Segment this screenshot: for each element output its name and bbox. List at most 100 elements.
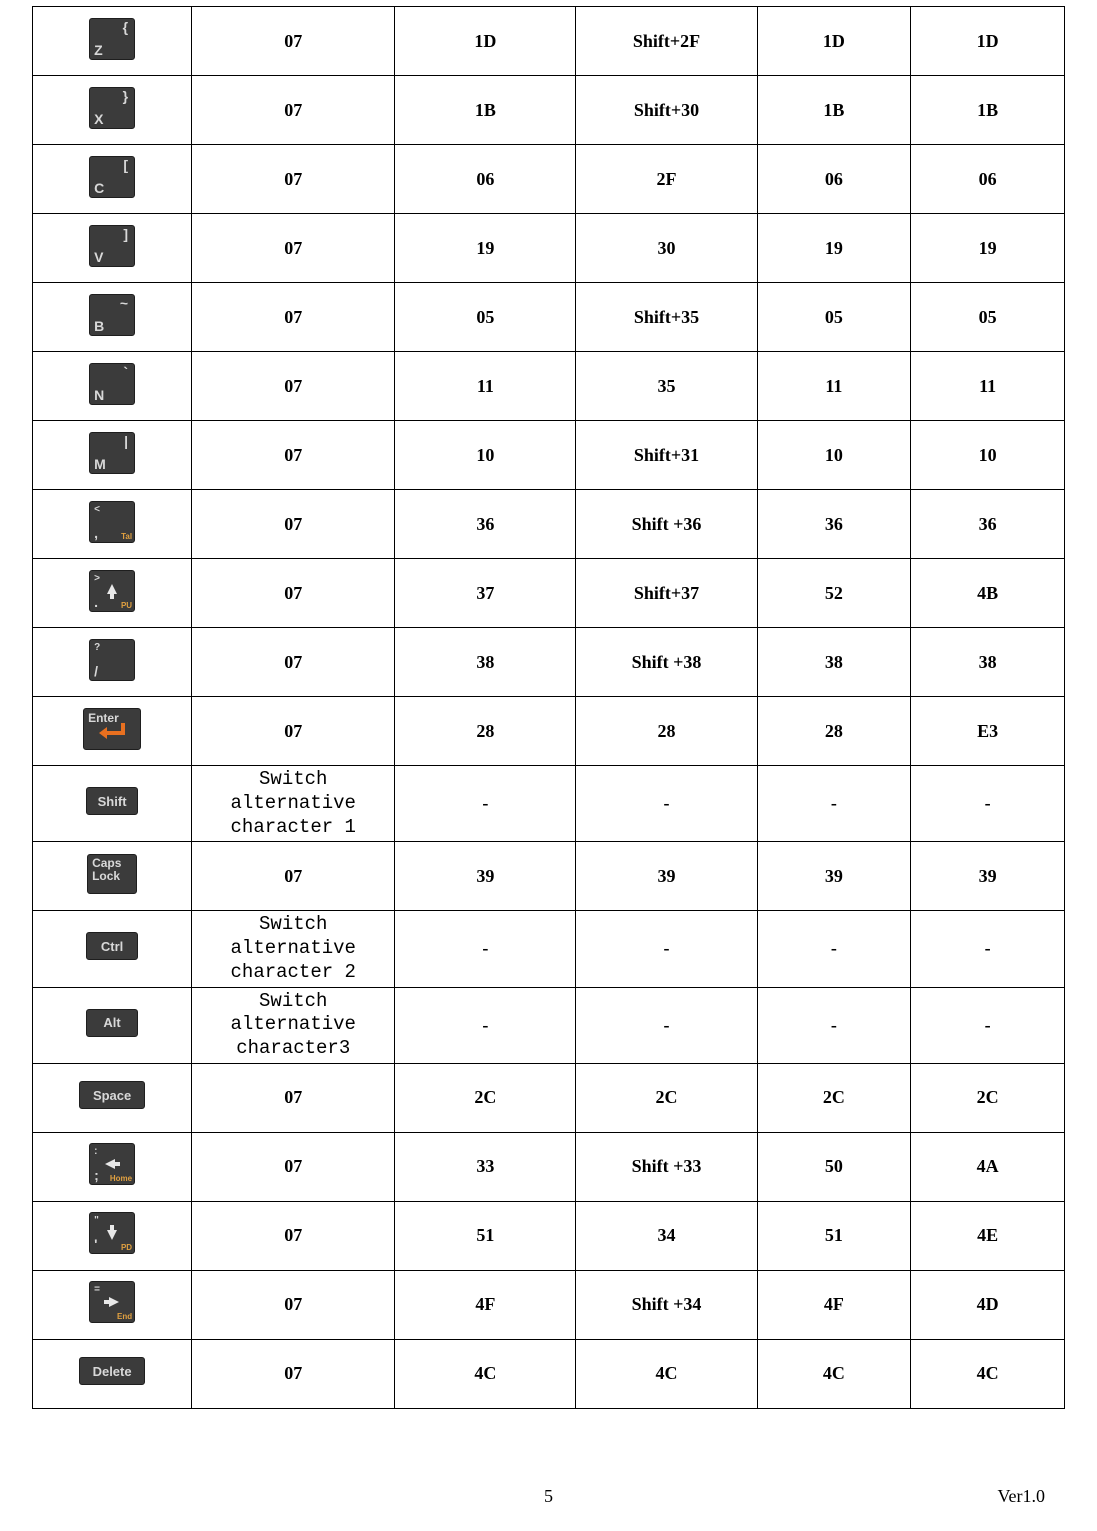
keycap-shift: Shift — [86, 787, 138, 815]
value-cell: 07 — [192, 214, 395, 283]
value-cell: - — [757, 987, 911, 1063]
enter-arrow-icon — [97, 721, 127, 746]
key-cell: = End — [33, 1270, 192, 1339]
value-cell: 07 — [192, 1132, 395, 1201]
table-row: ` N 0711351111 — [33, 352, 1065, 421]
value-cell: 4D — [911, 1270, 1065, 1339]
value-cell: 07 — [192, 352, 395, 421]
value-cell: 51 — [757, 1201, 911, 1270]
value-cell: 38 — [911, 628, 1065, 697]
value-cell: 11 — [757, 352, 911, 421]
value-cell: 2F — [576, 145, 757, 214]
value-cell: 34 — [576, 1201, 757, 1270]
value-cell: 07 — [192, 1270, 395, 1339]
table-row: > . PU 0737Shift+37524B — [33, 559, 1065, 628]
value-cell: 4C — [757, 1339, 911, 1408]
value-cell: 39 — [576, 842, 757, 911]
value-cell: 4E — [911, 1201, 1065, 1270]
value-cell: 06 — [911, 145, 1065, 214]
keycap-c: [ C — [89, 156, 135, 198]
value-cell: Shift +38 — [576, 628, 757, 697]
keycap-delete: Delete — [79, 1357, 145, 1385]
value-cell: 36 — [757, 490, 911, 559]
value-cell: 36 — [911, 490, 1065, 559]
value-cell: - — [395, 987, 576, 1063]
value-cell: 11 — [395, 352, 576, 421]
value-cell: 19 — [757, 214, 911, 283]
value-cell: Shift+35 — [576, 283, 757, 352]
value-cell: Shift+31 — [576, 421, 757, 490]
arrow-left-icon — [102, 1154, 122, 1174]
value-cell: 07 — [192, 697, 395, 766]
value-cell: 05 — [757, 283, 911, 352]
keycap-arrow-up: > . PU — [89, 570, 135, 612]
value-cell: - — [757, 766, 911, 842]
page-footer: 5 Ver1.0 — [0, 1486, 1097, 1507]
table-row: ] V 0719301919 — [33, 214, 1065, 283]
table-row: Alt Switch alternative character3---- — [33, 987, 1065, 1063]
value-cell: 10 — [911, 421, 1065, 490]
value-cell: Shift +34 — [576, 1270, 757, 1339]
page-number: 5 — [544, 1486, 553, 1507]
keycap-z: { Z — [89, 18, 135, 60]
value-cell: Shift +36 — [576, 490, 757, 559]
value-cell: 06 — [395, 145, 576, 214]
value-cell: 11 — [911, 352, 1065, 421]
value-cell: - — [757, 911, 911, 987]
value-cell: 4C — [395, 1339, 576, 1408]
key-cell: Enter — [33, 697, 192, 766]
value-cell: 05 — [395, 283, 576, 352]
key-cell: ] V — [33, 214, 192, 283]
key-cell: Space — [33, 1063, 192, 1132]
table-row: : ; Home 0733Shift +33504A — [33, 1132, 1065, 1201]
value-cell: 2C — [576, 1063, 757, 1132]
value-cell: Shift+2F — [576, 7, 757, 76]
value-cell: 07 — [192, 1063, 395, 1132]
keycap-arrow-right: = End — [89, 1281, 135, 1323]
key-cell: > . PU — [33, 559, 192, 628]
keycap-n: ` N — [89, 363, 135, 405]
value-cell: 51 — [395, 1201, 576, 1270]
value-cell: 33 — [395, 1132, 576, 1201]
value-cell: 39 — [395, 842, 576, 911]
keycap-capslock: CapsLock — [87, 854, 137, 894]
keycap-ctrl: Ctrl — [86, 932, 138, 960]
value-cell: - — [911, 987, 1065, 1063]
table-row: Delete 074C4C4C4C — [33, 1339, 1065, 1408]
keycap-v: ] V — [89, 225, 135, 267]
key-cell: : ; Home — [33, 1132, 192, 1201]
value-cell: 1B — [911, 76, 1065, 145]
table-row: Enter 07282828E3 — [33, 697, 1065, 766]
key-cell: Alt — [33, 987, 192, 1063]
value-cell: 1B — [395, 76, 576, 145]
table-row: < , Tal 0736Shift +363636 — [33, 490, 1065, 559]
value-cell: 35 — [576, 352, 757, 421]
value-cell: 37 — [395, 559, 576, 628]
value-cell: 07 — [192, 76, 395, 145]
value-cell: 38 — [395, 628, 576, 697]
value-cell: Shift+37 — [576, 559, 757, 628]
value-cell: 4A — [911, 1132, 1065, 1201]
value-cell: 28 — [576, 697, 757, 766]
keycap-arrow-down: " ' PD — [89, 1212, 135, 1254]
key-cell: [ C — [33, 145, 192, 214]
value-cell: 30 — [576, 214, 757, 283]
value-cell: 07 — [192, 1339, 395, 1408]
keycap-x: } X — [89, 87, 135, 129]
value-cell: - — [576, 911, 757, 987]
value-cell: 52 — [757, 559, 911, 628]
keycap-arrow-left: : ; Home — [89, 1143, 135, 1185]
key-cell: " ' PD — [33, 1201, 192, 1270]
value-cell: E3 — [911, 697, 1065, 766]
keycap-space: Space — [79, 1081, 145, 1109]
key-cell: ? / — [33, 628, 192, 697]
version-label: Ver1.0 — [998, 1486, 1046, 1507]
value-cell: 36 — [395, 490, 576, 559]
key-cell: { Z — [33, 7, 192, 76]
value-cell: 07 — [192, 1201, 395, 1270]
value-cell: 10 — [395, 421, 576, 490]
key-cell: } X — [33, 76, 192, 145]
key-cell: Delete — [33, 1339, 192, 1408]
key-cell: Shift — [33, 766, 192, 842]
value-cell: - — [576, 766, 757, 842]
